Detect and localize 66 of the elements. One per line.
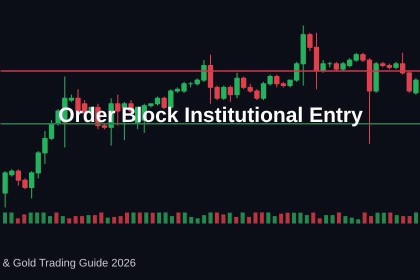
bar	[247, 216, 252, 224]
bar	[260, 212, 264, 224]
bar	[356, 219, 360, 224]
bar	[388, 212, 392, 224]
bar	[92, 215, 97, 224]
bar	[189, 216, 194, 224]
bar	[414, 212, 418, 224]
bar	[48, 216, 52, 224]
bar	[272, 216, 277, 224]
bar	[60, 216, 65, 224]
bar	[16, 218, 20, 224]
bar	[304, 215, 309, 224]
bar	[9, 212, 14, 224]
bar	[350, 218, 354, 224]
candlestick	[228, 85, 234, 102]
bar	[150, 212, 155, 224]
bar	[112, 216, 116, 224]
bar	[80, 216, 84, 224]
bar	[86, 215, 90, 224]
bar	[286, 212, 290, 224]
bar	[292, 212, 296, 224]
bar	[298, 212, 302, 224]
bar	[318, 218, 322, 224]
bar	[176, 212, 180, 224]
bar	[208, 212, 212, 224]
bar	[382, 212, 386, 224]
candlestick	[334, 61, 340, 72]
bar	[118, 216, 123, 224]
candlestick	[221, 85, 226, 101]
bar	[67, 218, 72, 224]
candlestick	[413, 78, 419, 96]
bar	[22, 214, 26, 224]
bar	[202, 215, 206, 224]
bar	[170, 216, 174, 224]
bar	[138, 212, 142, 224]
bar	[336, 212, 341, 224]
bar	[28, 212, 33, 224]
bar	[99, 212, 104, 224]
bar	[228, 212, 232, 224]
bar	[240, 212, 245, 224]
bar	[157, 212, 162, 224]
bar	[408, 216, 412, 224]
bar	[394, 215, 399, 224]
candlestick	[234, 72, 240, 99]
bar	[196, 218, 200, 224]
bar	[221, 214, 226, 224]
bar	[144, 212, 148, 224]
bar	[54, 212, 58, 224]
bar	[279, 214, 284, 224]
bar	[324, 215, 328, 224]
bar	[131, 212, 136, 224]
bar	[234, 216, 238, 224]
bar	[266, 212, 270, 224]
bar	[375, 212, 380, 224]
bar	[42, 212, 46, 224]
text: & Gold Trading Guide 2026	[2, 258, 136, 270]
bar	[343, 216, 348, 224]
bar	[369, 216, 374, 224]
bar	[253, 212, 258, 224]
bar	[35, 212, 40, 224]
bar	[125, 212, 130, 224]
bar	[182, 212, 187, 224]
bar	[74, 216, 78, 224]
bar	[3, 212, 7, 224]
bar	[401, 216, 406, 224]
bar	[330, 215, 335, 224]
